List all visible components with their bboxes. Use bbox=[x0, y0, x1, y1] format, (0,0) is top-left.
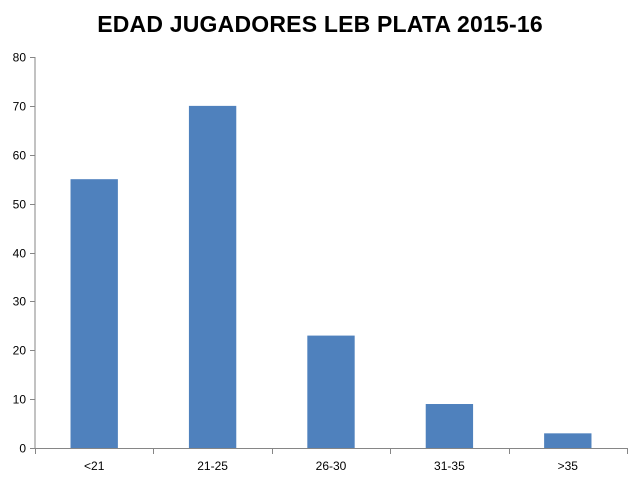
axes-layer bbox=[30, 57, 628, 454]
labels-layer: 0 10 20 30 40 50 60 70 80 <21 21-25 26-30 31-35 >35 bbox=[13, 51, 579, 474]
bar-4 bbox=[425, 404, 474, 448]
bar-2 bbox=[188, 105, 237, 449]
chart-title: EDAD JUGADORES LEB PLATA 2015-16 bbox=[97, 11, 543, 37]
x-tick-label-5: >35 bbox=[558, 459, 579, 473]
y-tick-label-4: 40 bbox=[13, 247, 27, 261]
bar-5 bbox=[544, 433, 592, 448]
x-tick-label-1: <21 bbox=[84, 459, 105, 473]
bars-layer bbox=[70, 105, 592, 449]
x-tick-label-3: 26-30 bbox=[316, 459, 347, 473]
y-tick-label-6: 60 bbox=[13, 149, 27, 163]
y-tick-label-5: 50 bbox=[13, 198, 27, 212]
bar-3 bbox=[307, 335, 355, 448]
y-tick-label-0: 0 bbox=[19, 442, 26, 456]
y-tick-label-3: 30 bbox=[13, 295, 27, 309]
y-tick-label-8: 80 bbox=[13, 51, 27, 65]
y-tick-label-7: 70 bbox=[13, 100, 27, 114]
y-tick-label-1: 10 bbox=[13, 393, 27, 407]
y-tick-label-2: 20 bbox=[13, 344, 27, 358]
bar-1 bbox=[70, 179, 118, 448]
x-tick-label-4: 31-35 bbox=[434, 459, 465, 473]
x-tick-label-2: 21-25 bbox=[197, 459, 228, 473]
